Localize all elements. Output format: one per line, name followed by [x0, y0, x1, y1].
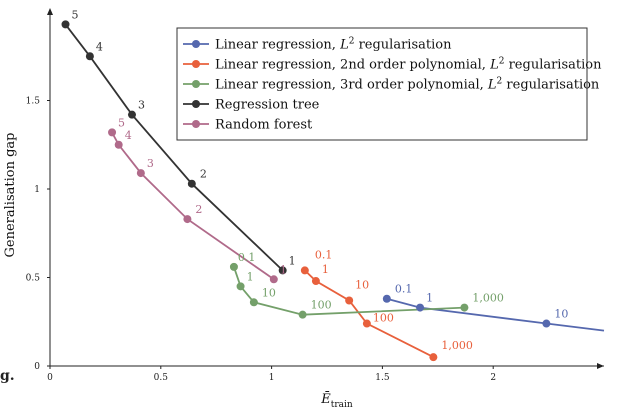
data-point [298, 310, 307, 319]
legend-swatch-marker [192, 60, 200, 68]
data-point [362, 319, 371, 328]
data-point [114, 140, 123, 149]
data-point [127, 110, 136, 119]
legend-entry: Random forest [215, 118, 313, 133]
point-label: 0.1 [238, 251, 256, 264]
x-tick-label: 1.5 [375, 373, 390, 383]
data-point [236, 282, 245, 291]
point-label: 1 [426, 292, 433, 305]
x-axis-title: Ētrain [320, 391, 353, 410]
data-point [300, 266, 309, 275]
point-label: 3 [147, 157, 154, 170]
data-point [187, 179, 196, 188]
data-point [460, 303, 469, 312]
x-tick-label: 1 [269, 373, 275, 383]
point-label: 100 [311, 299, 332, 312]
point-label: 1 [289, 254, 296, 267]
legend-entry: Linear regression, 3rd order polynomial,… [215, 77, 600, 93]
data-point [382, 294, 391, 303]
point-label: 4 [125, 129, 132, 142]
point-label: 10 [262, 286, 276, 299]
data-point [85, 52, 94, 61]
legend-swatch-marker [192, 100, 200, 108]
legend-entry: Regression tree [215, 98, 320, 113]
point-label: 1 [247, 270, 254, 283]
series-line-0 [386, 297, 605, 332]
series-markers [61, 20, 551, 362]
data-point [229, 262, 238, 271]
point-label: 5 [72, 8, 79, 21]
axes: 0 0.5 1 1.5 2 0 0.5 1 1.5 Generalisation gap Ētrai… [3, 8, 604, 410]
cropped-text: g. [0, 368, 15, 384]
x-axis-arrow [597, 363, 604, 369]
point-labels: 0.11100.11101001,0000.11101001,000543215… [72, 8, 569, 352]
data-point [542, 319, 551, 328]
data-point [108, 128, 117, 137]
y-tick-label: 1 [34, 185, 40, 195]
legend-swatch-marker [192, 80, 200, 88]
legend-box [176, 27, 588, 141]
x-tick-label: 0 [47, 373, 53, 383]
data-point [311, 277, 320, 286]
point-label: 2 [195, 203, 202, 216]
y-tick-label: 0 [34, 362, 40, 372]
legend-swatch-marker [192, 40, 200, 48]
data-point [183, 215, 192, 224]
data-point [416, 303, 425, 312]
legend-entry: Linear regression, 2nd order polynomial,… [215, 57, 602, 73]
legend-entry: Linear regression, L2 regularisation [215, 37, 452, 53]
legend: Linear regression, L2 regularisation Line… [176, 27, 602, 141]
data-point [61, 20, 70, 29]
point-label: 0.1 [395, 283, 413, 296]
point-label: 3 [138, 99, 145, 112]
legend-swatch-marker [192, 120, 200, 128]
point-label: 100 [373, 312, 394, 325]
data-point [278, 266, 287, 275]
y-axis-title: Generalisation gap [3, 133, 18, 258]
data-point [345, 296, 354, 305]
data-point [136, 169, 145, 178]
x-tick-label: 0.5 [154, 373, 169, 383]
point-label: 0.1 [315, 248, 333, 261]
point-label: 10 [355, 279, 369, 292]
data-point [269, 275, 278, 284]
y-tick-label: 0.5 [26, 274, 41, 284]
point-label: 2 [200, 168, 207, 181]
point-label: 10 [554, 308, 568, 321]
point-label: 1,000 [472, 292, 504, 305]
data-point [429, 353, 438, 362]
point-label: 1 [322, 263, 329, 276]
point-label: 5 [118, 116, 125, 129]
point-label: 1,000 [441, 339, 473, 352]
y-axis-arrow [47, 8, 53, 15]
data-point [249, 298, 258, 307]
point-label: 1 [280, 263, 287, 276]
y-tick-label: 1.5 [26, 97, 41, 107]
point-label: 4 [96, 40, 103, 53]
x-tick-label: 2 [490, 373, 496, 383]
